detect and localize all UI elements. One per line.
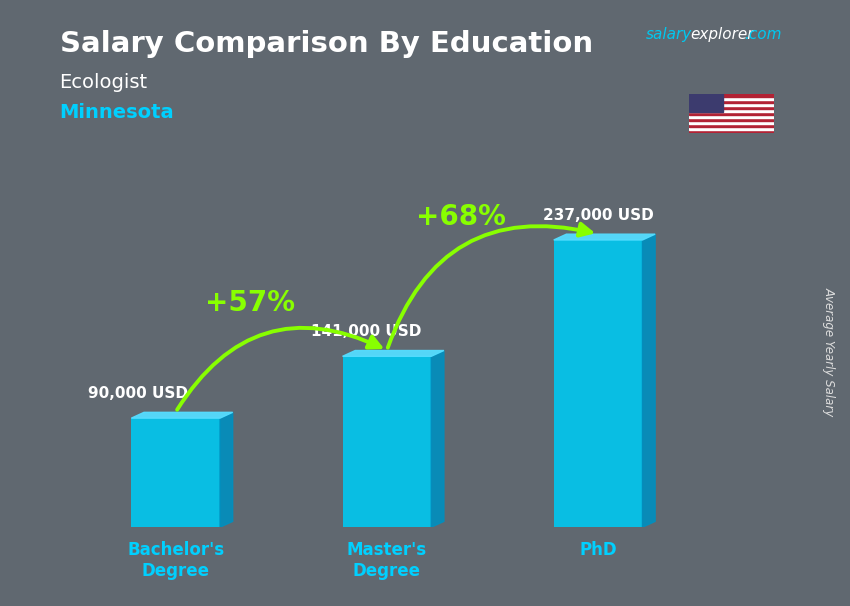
Polygon shape	[131, 412, 233, 418]
Bar	[688, 94, 722, 112]
Text: Ecologist: Ecologist	[60, 73, 148, 92]
Polygon shape	[343, 350, 444, 356]
Text: +68%: +68%	[416, 203, 506, 231]
Bar	[343, 356, 431, 527]
Polygon shape	[553, 234, 655, 240]
Text: 141,000 USD: 141,000 USD	[310, 324, 421, 339]
Text: explorer: explorer	[690, 27, 754, 42]
Bar	[688, 118, 774, 121]
Polygon shape	[643, 234, 655, 527]
Bar	[688, 97, 774, 100]
Bar	[688, 103, 774, 106]
Text: 237,000 USD: 237,000 USD	[542, 208, 654, 223]
Bar	[688, 115, 774, 118]
Text: Salary Comparison By Education: Salary Comparison By Education	[60, 30, 592, 58]
Bar	[688, 94, 774, 97]
Bar	[688, 112, 774, 115]
Text: Minnesota: Minnesota	[60, 103, 174, 122]
Bar	[688, 127, 774, 130]
Bar	[688, 109, 774, 112]
Text: .com: .com	[744, 27, 781, 42]
Text: 90,000 USD: 90,000 USD	[88, 386, 188, 401]
Bar	[688, 124, 774, 127]
Polygon shape	[220, 412, 233, 527]
Text: salary: salary	[646, 27, 692, 42]
Bar	[688, 121, 774, 124]
Bar	[688, 106, 774, 109]
Bar	[131, 418, 220, 527]
Polygon shape	[431, 350, 444, 527]
Bar	[688, 130, 774, 133]
Text: Average Yearly Salary: Average Yearly Salary	[822, 287, 836, 416]
Text: +57%: +57%	[205, 289, 295, 317]
Bar	[688, 100, 774, 103]
Bar	[553, 240, 643, 527]
